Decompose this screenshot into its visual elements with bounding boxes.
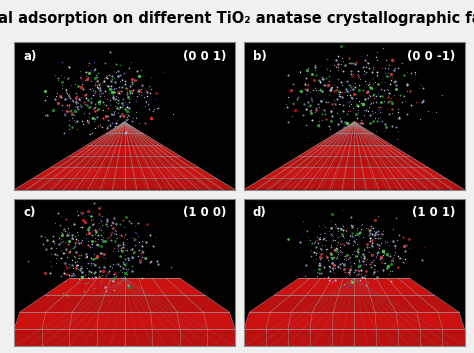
Text: (1 0 1): (1 0 1): [412, 206, 456, 219]
Polygon shape: [106, 122, 143, 133]
Polygon shape: [14, 312, 235, 329]
Polygon shape: [14, 178, 235, 190]
Polygon shape: [69, 144, 180, 156]
Text: (1 0 0): (1 0 0): [183, 206, 226, 219]
Polygon shape: [14, 329, 235, 346]
Polygon shape: [262, 167, 446, 178]
Polygon shape: [274, 278, 434, 295]
Polygon shape: [244, 178, 465, 190]
Polygon shape: [336, 122, 373, 133]
Text: b): b): [253, 50, 266, 63]
Polygon shape: [299, 144, 410, 156]
Text: Initial adsorption on different TiO₂ anatase crystallographic faces: Initial adsorption on different TiO₂ ana…: [0, 11, 474, 25]
Polygon shape: [45, 278, 205, 295]
Polygon shape: [249, 295, 459, 312]
Polygon shape: [318, 133, 391, 144]
Polygon shape: [88, 133, 161, 144]
Text: a): a): [23, 50, 36, 63]
Polygon shape: [244, 312, 465, 329]
Polygon shape: [281, 156, 428, 167]
Text: (0 0 -1): (0 0 -1): [408, 50, 456, 63]
Polygon shape: [244, 329, 465, 346]
Text: d): d): [253, 206, 266, 219]
Text: (0 0 1): (0 0 1): [183, 50, 226, 63]
Polygon shape: [20, 295, 229, 312]
Polygon shape: [33, 167, 217, 178]
Text: c): c): [23, 206, 36, 219]
Polygon shape: [51, 156, 198, 167]
